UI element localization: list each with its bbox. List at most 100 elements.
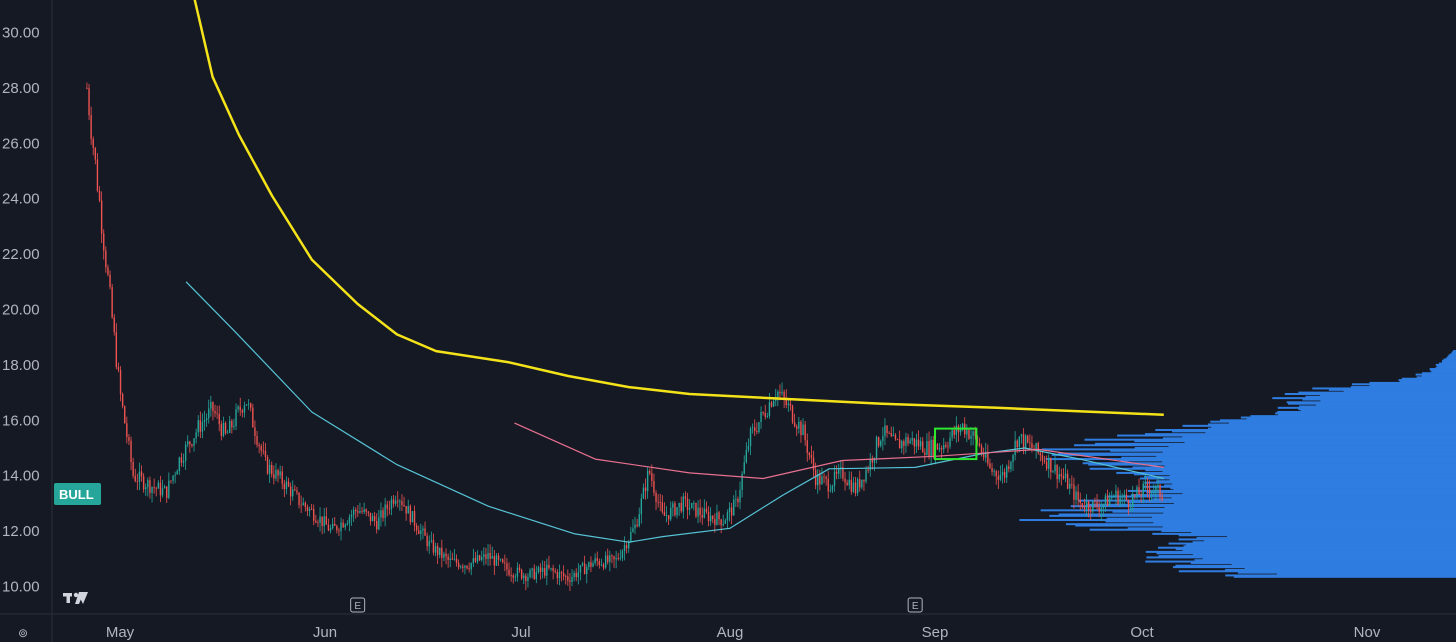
highlight-box[interactable] — [934, 427, 978, 461]
candle-body — [392, 499, 395, 504]
candle-body — [1043, 460, 1046, 462]
candle-body — [214, 411, 216, 414]
volume-profile-bar — [1191, 531, 1456, 534]
volume-profile-bar — [1171, 430, 1456, 433]
volume-profile-bar — [1207, 423, 1456, 426]
candle-body — [646, 470, 649, 492]
volume-profile-bar — [1151, 516, 1456, 519]
candle-body — [1003, 471, 1006, 478]
cyan-ma-line — [185, 281, 1164, 543]
candle-body — [980, 445, 983, 454]
candle-body — [726, 512, 729, 521]
candle-body — [600, 564, 603, 566]
volume-profile-bar — [1448, 354, 1456, 357]
candle-body — [342, 522, 344, 528]
logo-tail — [80, 592, 88, 604]
earnings-marker[interactable] — [907, 597, 923, 613]
volume-profile-bar — [1040, 509, 1456, 512]
volume-profile-bar — [1163, 512, 1456, 515]
candle-body — [604, 555, 607, 568]
candle-body — [302, 502, 304, 506]
candle-body — [764, 412, 766, 417]
candle-body — [638, 514, 640, 527]
candle-body — [945, 445, 947, 447]
candle-body — [1077, 491, 1079, 501]
candle-body — [682, 496, 685, 512]
candle-body — [554, 571, 556, 573]
candle-body — [856, 479, 859, 494]
candle-body — [1064, 473, 1067, 479]
candle-body — [350, 514, 353, 518]
candle-body — [405, 506, 407, 514]
candle-body — [869, 458, 871, 471]
volume-profile-bar — [1112, 510, 1456, 513]
candle-body — [955, 425, 958, 435]
candle-body — [970, 435, 972, 439]
candle-body — [974, 431, 976, 436]
candle-body — [796, 426, 798, 429]
candle-body — [884, 425, 886, 437]
candle-body — [172, 475, 174, 481]
volume-profile-bar — [1095, 442, 1456, 445]
x-tick-label: Oct — [1130, 624, 1154, 641]
candle-body — [1150, 491, 1153, 493]
volume-profile-bar — [1298, 408, 1456, 411]
y-tick-label: 30.00 — [2, 25, 40, 42]
bull-badge-text: BULL — [59, 487, 94, 502]
candle-body — [655, 492, 657, 502]
tradingview-logo[interactable] — [63, 592, 88, 604]
candle-body — [1054, 464, 1056, 472]
volume-profile-bar — [1398, 379, 1456, 382]
candle-body — [972, 431, 974, 436]
candle-body — [100, 200, 103, 234]
candle-body — [1121, 496, 1123, 498]
candle-body — [531, 568, 533, 571]
candle-body — [546, 564, 548, 576]
volume-profile-bar — [1145, 469, 1456, 472]
candle-body — [1142, 483, 1144, 496]
candle-body — [548, 564, 550, 569]
volume-profile-bar — [1246, 417, 1456, 420]
candle-body — [961, 423, 964, 428]
volume-profile-bar — [1133, 473, 1456, 476]
candle-body — [615, 557, 617, 560]
candle-body — [397, 500, 399, 502]
candlesticks — [86, 82, 1163, 591]
candle-body — [369, 512, 372, 522]
candle-body — [121, 393, 124, 407]
volume-profile-bar — [1140, 477, 1456, 480]
candle-body — [680, 502, 682, 512]
candle-body — [1016, 440, 1018, 448]
candle-body — [859, 479, 861, 488]
candle-body — [287, 481, 290, 487]
candle-body — [1092, 500, 1094, 512]
candle-body — [949, 437, 951, 447]
candle-body — [1085, 501, 1088, 509]
candle-body — [930, 439, 932, 457]
candle-body — [827, 478, 829, 492]
candle-body — [481, 557, 483, 560]
candle-body — [474, 558, 477, 562]
volume-profile-bar — [1183, 545, 1456, 548]
candle-body — [575, 573, 577, 578]
candle-body — [634, 524, 636, 529]
candle-body — [256, 436, 258, 445]
candle-body — [485, 554, 487, 559]
volume-profile-bar — [1328, 388, 1456, 391]
volume-profile-bar — [1158, 555, 1456, 558]
candle-body — [888, 433, 890, 434]
volume-profile-bar — [1401, 377, 1456, 380]
chart-settings-icon[interactable]: ⊚ — [17, 626, 29, 640]
candle-body — [987, 451, 989, 464]
volume-profile-bar — [1207, 427, 1456, 430]
candle-body — [707, 511, 710, 522]
candle-body — [999, 475, 1002, 480]
candle-body — [426, 535, 428, 547]
earnings-marker[interactable] — [350, 597, 366, 613]
candle-body — [460, 566, 462, 568]
candle-body — [1096, 501, 1098, 508]
candle-body — [1073, 484, 1075, 500]
candle-body — [926, 441, 928, 455]
